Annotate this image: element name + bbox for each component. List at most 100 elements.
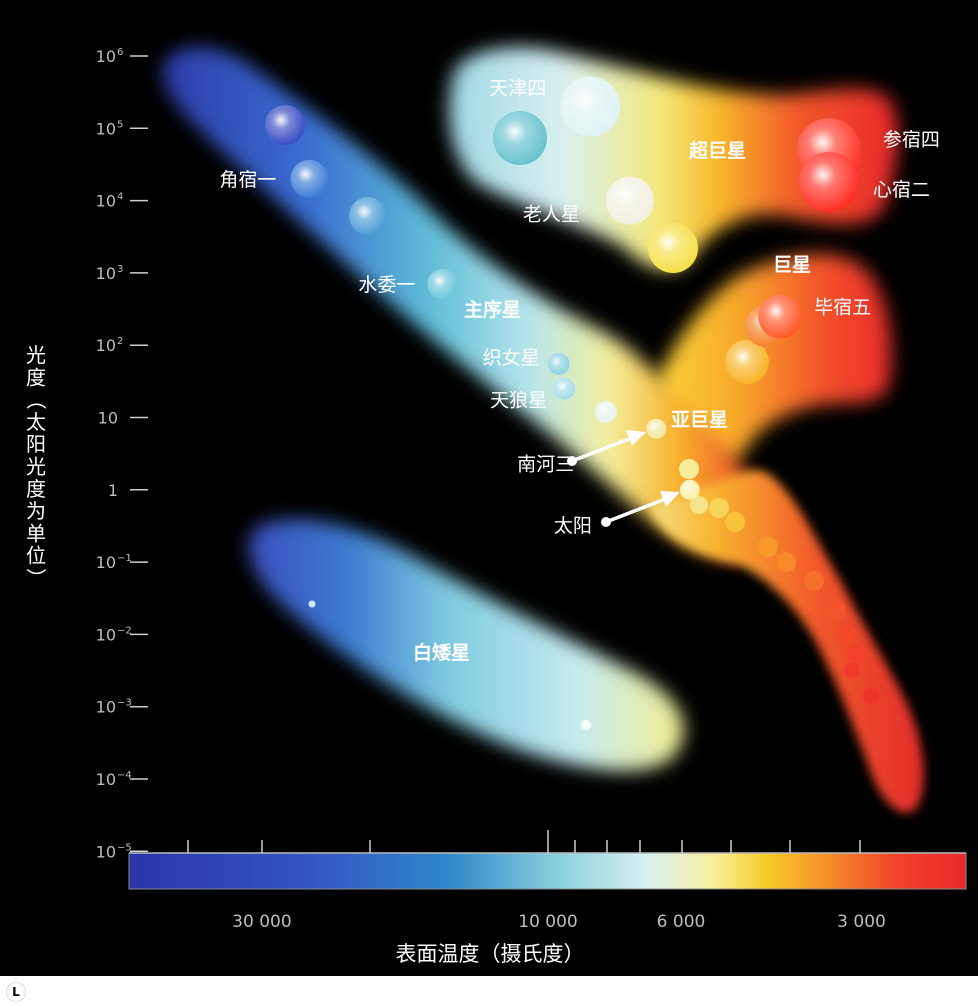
annotation-arrows — [567, 430, 680, 527]
x-tick-label: 30 000 — [232, 912, 291, 932]
star-marker — [493, 111, 547, 165]
star-highlight — [427, 269, 458, 300]
y-axis-title-char: 阳 — [26, 432, 46, 456]
y-axis-title-char: 为 — [26, 499, 46, 523]
y-tick-label: 10 — [96, 842, 116, 861]
arrow-head-sun — [660, 491, 680, 507]
star-highlight — [646, 418, 667, 439]
y-tick-label-exponent: 5 — [117, 119, 123, 130]
arrow-sun — [605, 496, 669, 524]
y-axis-title-char: 度 — [26, 477, 46, 501]
label-giants: 巨星 — [773, 254, 811, 276]
star-label: 角宿一 — [219, 169, 276, 191]
star-label: 毕宿五 — [814, 296, 871, 318]
star-marker — [265, 105, 305, 145]
y-tick-label: 10 — [96, 264, 116, 283]
corner-logo: L — [6, 982, 26, 1002]
star-marker — [308, 600, 316, 608]
star-highlight — [758, 294, 803, 339]
temperature-color-bar — [128, 852, 967, 890]
y-tick-label: 10 — [96, 192, 116, 211]
y-tick-label: 10 — [96, 47, 116, 66]
star-label: 老人星 — [523, 204, 580, 226]
star-label: 太阳 — [554, 515, 592, 537]
star-label: 参宿四 — [883, 129, 940, 151]
y-tick-label-exponent: −1 — [117, 553, 132, 564]
star-highlight — [605, 176, 654, 225]
label-main-sequence: 主序星 — [464, 298, 521, 321]
y-tick-label: 10 — [96, 770, 116, 789]
y-axis-title-char: 光 — [26, 455, 46, 479]
star-highlight — [553, 377, 576, 400]
star-marker — [581, 720, 591, 730]
star-marker — [844, 662, 860, 678]
y-tick-label: 10 — [96, 553, 116, 572]
star-marker — [725, 512, 745, 532]
y-tick-label: 1 — [108, 481, 118, 500]
star-marker — [776, 552, 796, 572]
star-label: 心宿二 — [873, 179, 930, 201]
y-tick-label-exponent: 6 — [117, 47, 123, 58]
footer-strip — [0, 976, 978, 1006]
y-tick-label-exponent: 3 — [117, 264, 123, 275]
y-tick-label: 10 — [96, 119, 116, 138]
giant-band — [654, 254, 892, 461]
y-tick-label-exponent: −2 — [117, 625, 132, 636]
star-marker — [679, 459, 699, 479]
y-axis-title-char: 度 — [26, 365, 46, 389]
star-highlight — [547, 352, 570, 375]
y-axis-title-char: 单 — [26, 521, 46, 545]
x-axis-labels: 30 000 10 000 6 000 3 000 — [232, 912, 886, 932]
y-tick-label-exponent: 2 — [117, 336, 123, 347]
star-label: 天狼星 — [490, 390, 547, 412]
star-marker — [709, 498, 729, 518]
y-tick-label-exponent: −5 — [117, 842, 132, 853]
star-marker — [758, 537, 778, 557]
y-tick-label-exponent: −3 — [117, 698, 132, 709]
white-dwarf-band — [249, 519, 685, 771]
y-tick-label: 10 — [96, 336, 116, 355]
star-marker — [863, 688, 879, 704]
arrow-head-procyon — [626, 430, 646, 446]
star-label: 天津四 — [489, 78, 546, 100]
star-highlight — [560, 76, 621, 137]
x-tick-label: 3 000 — [837, 912, 886, 932]
star-label: 织女星 — [483, 347, 540, 369]
lower-main-sequence-band — [650, 470, 924, 813]
y-tick-label: 10 — [96, 625, 116, 644]
star-marker — [349, 197, 387, 235]
star-marker — [847, 645, 865, 663]
y-tick-label-exponent: −4 — [117, 770, 132, 781]
star-label: 水委一 — [358, 274, 415, 296]
y-tick-label-exponent: 4 — [117, 192, 123, 203]
label-white-dwarfs: 白矮星 — [413, 641, 470, 664]
y-axis-title-char: ） — [24, 568, 48, 588]
y-axis-title-char: 太 — [26, 410, 46, 434]
x-tick-label: 10 000 — [518, 912, 577, 932]
y-tick-label: 10 — [96, 698, 116, 717]
y-axis-title-char: （ — [24, 390, 48, 410]
star-marker — [836, 625, 854, 643]
star-marker — [595, 401, 617, 423]
star-highlight — [679, 479, 700, 500]
star-marker — [690, 496, 708, 514]
x-axis-title: 表面温度（摄氏度） — [396, 942, 585, 966]
star-marker — [648, 223, 698, 273]
minor-stars — [265, 105, 879, 730]
x-axis-ticks — [187, 830, 861, 853]
y-tick-label: 10 — [98, 409, 118, 428]
star-marker — [826, 601, 846, 621]
arrow-procyon — [571, 435, 635, 463]
y-axis-title-char: 光 — [26, 343, 46, 367]
y-axis-title-char: 位 — [26, 544, 46, 568]
star-highlight — [290, 159, 329, 198]
region-labels: 超巨星 巨星 主序星 亚巨星 白矮星 — [413, 139, 811, 664]
star-marker — [725, 340, 769, 384]
star-marker — [804, 571, 824, 591]
star-label: 南河三 — [517, 454, 574, 476]
label-supergiants: 超巨星 — [688, 139, 746, 162]
